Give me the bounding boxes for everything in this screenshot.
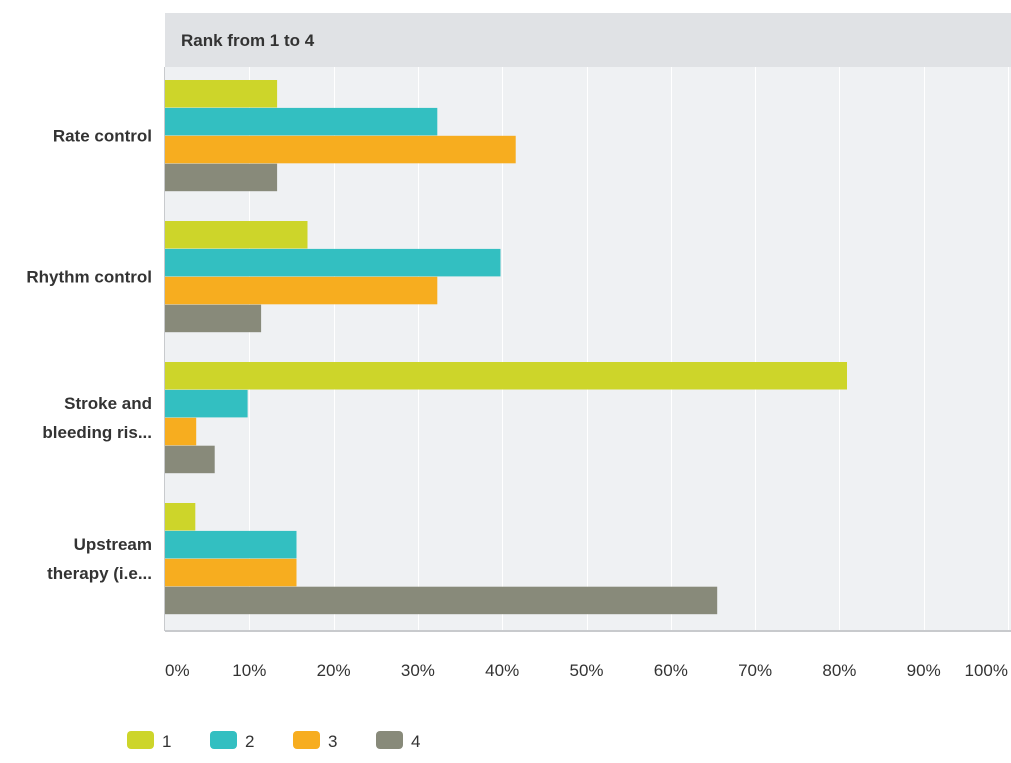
- category-labels: Rate control Rhythm control Stroke and blee…: [26, 127, 152, 583]
- bar: [165, 389, 248, 418]
- x-tick-label: 70%: [738, 661, 772, 680]
- bar: [165, 276, 438, 305]
- legend-label: 4: [411, 732, 420, 751]
- x-tick-label: 0%: [165, 661, 190, 680]
- bar: [165, 503, 196, 531]
- x-tick-label: 40%: [485, 661, 519, 680]
- bar: [165, 80, 278, 108]
- category-label: therapy (i.e...: [47, 564, 152, 583]
- x-tick-label: 50%: [569, 661, 603, 680]
- legend-swatch: [293, 731, 320, 749]
- bar: [165, 417, 197, 446]
- category-label: Stroke and: [64, 394, 152, 413]
- legend-swatch: [127, 731, 154, 749]
- bar: [165, 558, 297, 587]
- chart-header: Rank from 1 to 4: [181, 31, 315, 50]
- bar: [165, 304, 262, 333]
- x-tick-label: 60%: [654, 661, 688, 680]
- bar: [165, 221, 308, 249]
- bar: [165, 163, 278, 192]
- header-band: [165, 13, 1011, 67]
- bar: [165, 107, 438, 136]
- bar: [165, 530, 297, 559]
- bar: [165, 135, 516, 164]
- category-label: Upstream: [74, 535, 152, 554]
- bar: [165, 445, 215, 474]
- legend-swatch: [376, 731, 403, 749]
- category-label: Rhythm control: [26, 268, 152, 287]
- legend: 1 2 3 4: [127, 731, 420, 751]
- legend-label: 1: [162, 732, 171, 751]
- grid-lines: [249, 67, 1009, 631]
- legend-label: 2: [245, 732, 254, 751]
- x-tick-label: 90%: [907, 661, 941, 680]
- bar: [165, 248, 501, 277]
- category-label: bleeding ris...: [42, 423, 152, 442]
- x-tick-label: 100%: [965, 661, 1008, 680]
- bars: [165, 80, 847, 615]
- legend-swatch: [210, 731, 237, 749]
- bar: [165, 586, 718, 615]
- legend-label: 3: [328, 732, 337, 751]
- x-tick-label: 20%: [317, 661, 351, 680]
- x-tick-label: 80%: [822, 661, 856, 680]
- x-tick-label: 30%: [401, 661, 435, 680]
- category-label: Rate control: [53, 127, 152, 146]
- x-axis-ticks: 0% 10% 20% 30% 40% 50% 60% 70% 80% 90% 100%: [165, 661, 1008, 680]
- bar: [165, 362, 847, 390]
- x-tick-label: 10%: [232, 661, 266, 680]
